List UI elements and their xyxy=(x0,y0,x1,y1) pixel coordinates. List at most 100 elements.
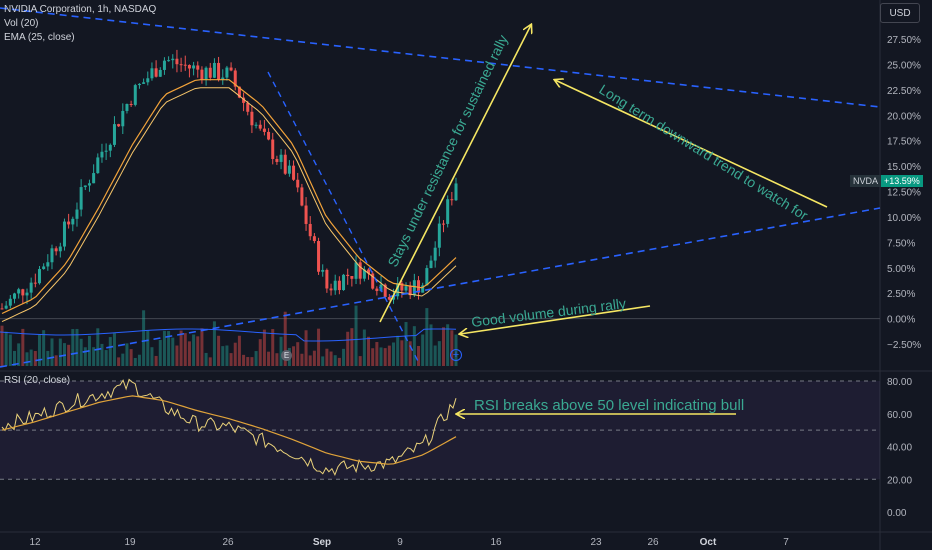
candle-body xyxy=(421,285,425,293)
price-axis-label: 12.50% xyxy=(887,188,921,199)
volume-bar xyxy=(33,351,37,366)
volume-bar xyxy=(171,337,175,366)
rsi-pane xyxy=(0,378,880,480)
candle-body xyxy=(442,223,446,225)
candle-body xyxy=(92,173,96,184)
candle-body xyxy=(371,273,375,289)
volume-bar xyxy=(379,347,383,366)
volume-bar xyxy=(429,324,433,366)
price-axis-label: 27.50% xyxy=(887,35,921,46)
volume-bar xyxy=(175,345,179,366)
candle-body xyxy=(375,288,379,291)
add-icon[interactable]: + xyxy=(450,349,462,361)
volume-bar xyxy=(75,328,79,366)
candle-body xyxy=(200,69,204,80)
volume-bar xyxy=(37,334,41,366)
candle-body xyxy=(321,269,325,272)
volume-indicator-label[interactable]: Vol (20) xyxy=(4,18,39,29)
ema-indicator-label[interactable]: EMA (25, close) xyxy=(4,32,75,43)
volume-bar xyxy=(333,355,337,366)
volume-bar xyxy=(362,329,366,366)
candle-body xyxy=(154,68,158,77)
support-trendline xyxy=(0,207,881,368)
volume-bar xyxy=(133,357,137,366)
candle-body xyxy=(317,241,321,272)
volume-bar xyxy=(254,351,258,366)
ticker-price-tag: NVDA +13.59% xyxy=(850,175,923,187)
candle-body xyxy=(354,262,358,279)
volume-bar xyxy=(187,341,191,366)
candle-body xyxy=(217,62,221,80)
candle-body xyxy=(175,58,179,65)
volume-bar xyxy=(83,347,87,366)
rsi-line xyxy=(1,378,457,477)
candle-body xyxy=(275,158,279,162)
volume-bar xyxy=(104,350,108,366)
candle-body xyxy=(158,69,162,77)
candle-body xyxy=(392,296,396,300)
candle-body xyxy=(283,154,287,174)
volume-bar xyxy=(275,353,279,366)
decline-trendline xyxy=(267,71,421,366)
volume-bar xyxy=(29,349,33,366)
candle-body xyxy=(262,128,266,132)
candle-body xyxy=(137,83,141,86)
volume-bar xyxy=(367,336,371,366)
volume-bar xyxy=(292,346,296,366)
candle-body xyxy=(425,268,429,286)
volume-bar xyxy=(129,349,133,366)
candle-body xyxy=(21,289,25,296)
earnings-badge[interactable]: E xyxy=(281,350,292,361)
candle-body xyxy=(8,298,12,306)
volume-bar xyxy=(308,355,312,366)
volume-bar xyxy=(0,325,4,366)
downtrend-arrow xyxy=(555,80,828,208)
volume-bar xyxy=(112,333,116,366)
candle-body xyxy=(242,97,246,103)
volume-bar xyxy=(162,330,166,366)
candle-body xyxy=(433,247,437,261)
candle-body xyxy=(117,124,121,127)
time-axis-label: 12 xyxy=(29,537,41,548)
price-axis-label: 15.00% xyxy=(887,162,921,173)
candle-body xyxy=(196,65,200,70)
time-axis-label: 9 xyxy=(397,537,403,548)
candle-body xyxy=(62,221,66,247)
candle-body xyxy=(67,221,71,225)
volume-bar xyxy=(217,335,221,366)
volume-bar xyxy=(250,357,254,366)
candle-body xyxy=(379,284,383,291)
volume-bar xyxy=(262,329,266,366)
volume-bar xyxy=(221,346,225,366)
rsi-axis-label: 60.00 xyxy=(887,410,912,421)
volume-bar xyxy=(354,305,358,366)
volume-bar xyxy=(392,342,396,366)
candle-body xyxy=(4,305,8,309)
candle-body xyxy=(254,124,258,126)
volume-bar xyxy=(412,326,416,366)
candle-body xyxy=(233,70,237,87)
volume-bar xyxy=(271,329,275,366)
price-axis-label: 0.00% xyxy=(887,315,915,326)
candle-body xyxy=(383,284,387,298)
volume-bar xyxy=(142,310,146,366)
currency-button[interactable]: USD xyxy=(880,3,920,23)
candle-body xyxy=(437,223,441,248)
candle-body xyxy=(329,288,333,291)
volume-bar xyxy=(446,324,450,366)
volume-bar xyxy=(246,357,250,366)
volume-bar xyxy=(417,345,421,366)
volume-bar xyxy=(312,350,316,366)
volume-bar xyxy=(337,357,341,366)
volume-bar xyxy=(346,331,350,366)
resistance-trendline xyxy=(0,7,881,108)
candle-body xyxy=(237,86,241,98)
candle-body xyxy=(333,280,337,291)
rsi-indicator-label[interactable]: RSI (20, close) xyxy=(4,375,71,386)
candle-body xyxy=(162,60,166,70)
volume-bar xyxy=(437,341,441,366)
candle-body xyxy=(179,64,183,66)
volume-bar xyxy=(117,357,121,366)
